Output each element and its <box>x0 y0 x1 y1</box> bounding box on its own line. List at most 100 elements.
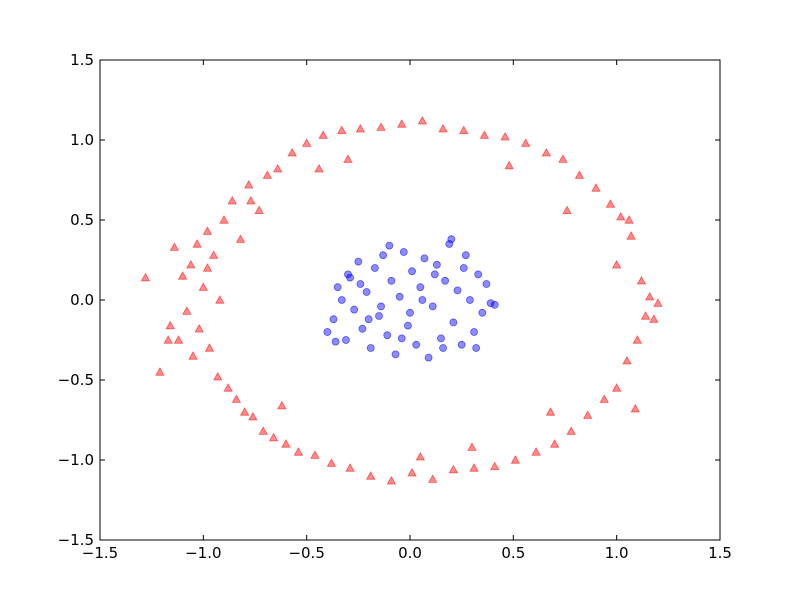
circle-point-1-27 <box>437 334 445 343</box>
triangle-point-0-48 <box>438 123 448 133</box>
triangle-point-0-78 <box>624 215 634 224</box>
triangle-point-0-55 <box>510 455 521 464</box>
circle-point-1-39 <box>486 299 495 308</box>
circle-point-1-53 <box>430 270 439 279</box>
circle-point-1-0 <box>323 328 332 336</box>
triangle-point-0-83 <box>545 407 556 416</box>
triangle-point-0-67 <box>611 383 622 392</box>
circle-point-1-54 <box>364 315 373 324</box>
triangle-point-0-46 <box>417 115 428 125</box>
circle-point-1-30 <box>449 318 458 327</box>
circle-point-1-33 <box>461 251 470 260</box>
triangle-point-0-30 <box>273 163 283 173</box>
triangle-point-0-76 <box>653 298 663 307</box>
circle-point-1-17 <box>395 292 404 301</box>
triangle-point-0-1 <box>155 367 165 376</box>
triangle-point-0-0 <box>140 272 151 282</box>
points-layer <box>140 115 663 485</box>
triangle-point-0-24 <box>244 179 254 189</box>
triangle-point-0-73 <box>640 311 651 320</box>
triangle-point-0-54 <box>500 131 510 141</box>
triangle-point-0-16 <box>213 371 223 381</box>
triangle-point-0-11 <box>194 323 204 333</box>
y-tick-label-4: 0.5 <box>70 211 94 229</box>
y-tick-label-3: 0.0 <box>70 291 94 309</box>
circle-point-1-34 <box>466 296 474 304</box>
circle-point-1-46 <box>459 264 468 272</box>
circle-point-1-50 <box>472 344 481 352</box>
triangle-point-0-68 <box>616 211 626 221</box>
y-tick-label-1: −1.0 <box>58 451 94 469</box>
circle-point-1-9 <box>362 288 371 296</box>
triangle-point-0-81 <box>246 195 256 205</box>
triangle-point-0-77 <box>630 403 640 413</box>
circle-point-1-47 <box>344 270 352 279</box>
triangle-point-0-33 <box>293 447 304 456</box>
circle-point-1-4 <box>342 336 350 344</box>
x-tick-label-5: 1.0 <box>605 544 629 562</box>
circle-point-1-41 <box>356 280 365 288</box>
triangle-point-0-45 <box>407 467 417 477</box>
circle-point-1-20 <box>408 267 416 276</box>
x-tick-label-4: 0.5 <box>501 544 525 562</box>
circle-point-1-51 <box>331 337 340 346</box>
triangle-point-0-58 <box>541 147 552 157</box>
circle-point-1-43 <box>397 334 406 343</box>
triangle-point-0-63 <box>583 410 593 419</box>
triangle-point-0-5 <box>173 335 184 344</box>
triangle-point-0-28 <box>262 170 273 179</box>
triangle-point-0-86 <box>611 259 622 269</box>
triangle-point-0-85 <box>202 263 213 272</box>
triangle-point-0-21 <box>231 394 242 403</box>
triangle-point-0-51 <box>469 463 479 472</box>
circle-point-1-3 <box>337 296 346 304</box>
circle-point-1-52 <box>406 308 414 317</box>
triangle-point-0-60 <box>558 154 568 163</box>
circle-point-1-11 <box>370 264 379 272</box>
triangle-point-0-64 <box>591 183 601 192</box>
circle-point-1-19 <box>404 321 412 330</box>
x-tick-label-6: 1.5 <box>708 544 732 562</box>
triangle-point-0-31 <box>281 439 291 448</box>
triangle-point-0-25 <box>248 411 258 421</box>
ticks-layer: −1.5 −1.0 −0.5 0.0 0.5 1.0 1.5 −1.5 −1.0 −0.5 0.0 0… <box>58 51 732 562</box>
triangle-point-0-7 <box>182 306 192 315</box>
triangle-point-0-49 <box>448 464 459 474</box>
x-tick-label-3: 0.0 <box>398 544 422 562</box>
triangle-point-0-18 <box>219 215 229 224</box>
triangle-point-0-4 <box>169 242 180 251</box>
circle-point-1-26 <box>432 260 441 269</box>
triangle-point-0-66 <box>605 199 616 208</box>
triangle-point-0-12 <box>198 282 209 291</box>
circle-point-1-7 <box>354 257 363 266</box>
triangle-point-0-22 <box>235 234 246 243</box>
y-tick-label-2: −0.5 <box>58 371 94 389</box>
circle-point-1-21 <box>412 340 421 349</box>
triangle-point-0-57 <box>531 447 541 456</box>
triangle-point-0-27 <box>258 426 268 435</box>
triangle-point-0-56 <box>521 138 531 147</box>
triangle-point-0-89 <box>415 451 426 461</box>
triangle-point-0-9 <box>188 351 198 360</box>
y-tick-label-6: 1.5 <box>70 51 94 69</box>
triangle-point-0-53 <box>490 461 500 471</box>
circle-point-1-6 <box>350 305 359 314</box>
triangle-point-0-39 <box>345 463 355 472</box>
circle-point-1-48 <box>447 235 456 244</box>
circle-point-1-10 <box>366 344 375 352</box>
triangle-point-0-42 <box>376 122 386 131</box>
circle-point-1-18 <box>399 248 408 256</box>
triangle-point-0-79 <box>314 163 324 173</box>
y-tick-label-5: 1.0 <box>70 131 94 149</box>
triangle-point-0-29 <box>268 432 279 442</box>
triangle-point-0-15 <box>208 250 219 259</box>
circle-point-1-15 <box>387 276 396 285</box>
triangle-point-0-87 <box>343 154 353 163</box>
triangle-point-0-69 <box>622 355 632 365</box>
circle-point-1-22 <box>416 283 425 292</box>
plot-area: −1.5 −1.0 −0.5 0.0 0.5 1.0 1.5 −1.5 −1.0 −0.5 0.0 0… <box>58 51 732 562</box>
triangle-point-0-6 <box>177 271 188 280</box>
triangle-point-0-44 <box>397 119 407 128</box>
triangle-point-0-50 <box>459 125 469 135</box>
circle-point-1-1 <box>329 315 338 324</box>
